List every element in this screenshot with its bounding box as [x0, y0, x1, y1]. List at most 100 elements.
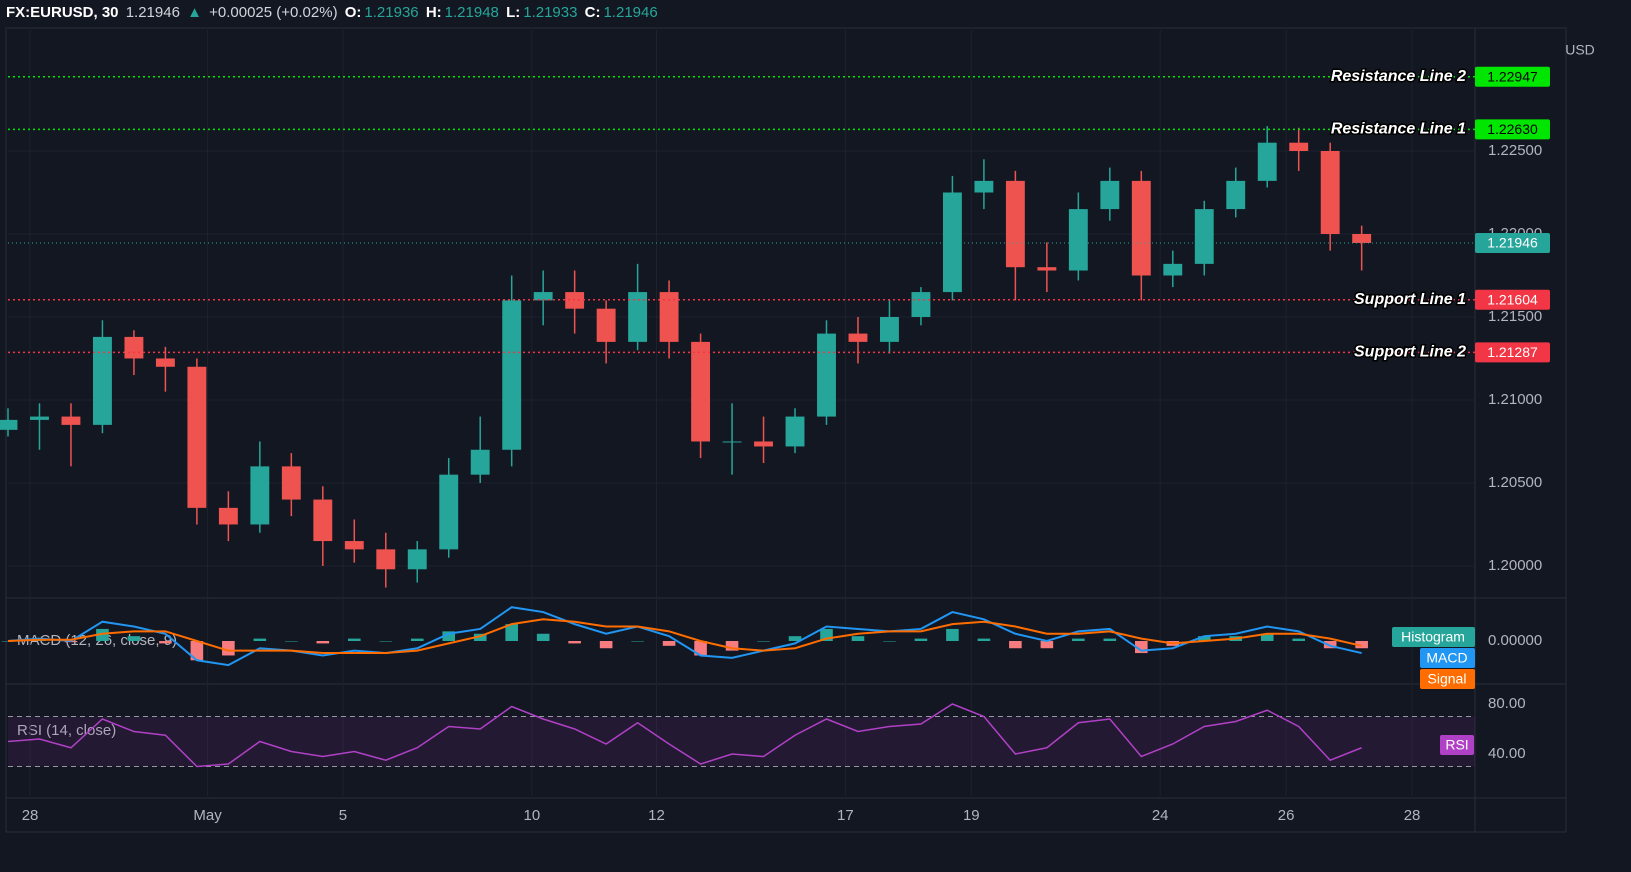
candle-body: [30, 416, 49, 420]
histogram-bar: [631, 641, 644, 642]
candle-body: [250, 466, 270, 525]
legend-label: Signal: [1428, 671, 1467, 687]
histogram-bar: [851, 636, 865, 641]
indicator-line: [7, 606, 1362, 667]
candle-body: [124, 336, 144, 359]
histogram-bar: [285, 641, 298, 642]
candle-body: [1163, 263, 1183, 276]
x-tick-label: 26: [1278, 807, 1295, 824]
candle-body: [61, 416, 81, 425]
legend-label: Histogram: [1401, 629, 1465, 645]
legend-tag: [1420, 669, 1475, 689]
candle-body: [1194, 209, 1214, 264]
x-tick-label: 28: [22, 807, 39, 824]
histogram-bar: [410, 638, 424, 641]
histogram-bar: [159, 641, 172, 644]
histogram-bar: [757, 641, 770, 642]
histogram-bar: [316, 641, 330, 644]
candle-body: [1131, 180, 1151, 276]
histogram-bar: [536, 633, 550, 641]
histogram-bar: [662, 641, 676, 646]
level-label: Resistance Line 1: [1331, 121, 1466, 138]
candle-body: [376, 549, 396, 570]
candle-body: [470, 449, 490, 475]
candle-body: [1068, 209, 1088, 271]
histogram-bar: [442, 631, 456, 641]
close-label: C:: [584, 4, 601, 21]
legend-tag: [1420, 648, 1475, 668]
level-label: Support Line 2: [1354, 344, 1466, 361]
histogram-bar: [1040, 641, 1054, 649]
low-label: L:: [506, 4, 521, 21]
histogram-bar: [914, 638, 928, 641]
histogram-bar: [568, 641, 581, 644]
candle-body: [1037, 267, 1057, 271]
candle-body: [187, 366, 207, 508]
y-tick-label: 1.21500: [1488, 308, 1542, 325]
candle-body: [754, 441, 773, 447]
candle-body: [218, 507, 238, 525]
legend-label: RSI: [1445, 737, 1468, 753]
candle-body: [817, 333, 836, 417]
x-tick-label: 19: [963, 807, 980, 824]
level-value: 1.22947: [1487, 69, 1538, 85]
last-price-tag: [1475, 232, 1550, 253]
low-value: 1.21933: [523, 4, 578, 21]
candle-body: [502, 300, 522, 450]
candle-body: [1257, 142, 1277, 181]
level-label: Resistance Line 2: [1331, 68, 1466, 85]
y-tick-label: 0.00000: [1488, 632, 1542, 649]
rsi-title: RSI (14, close): [17, 722, 116, 739]
histogram-bar: [788, 636, 802, 641]
candle-body: [942, 192, 962, 293]
last-price: 1.21946: [125, 4, 180, 21]
candle-body: [911, 292, 931, 317]
level-label: Support Line 1: [1354, 291, 1466, 308]
candle-body: [344, 541, 364, 550]
histogram-bar: [1260, 633, 1274, 641]
candle-body: [691, 341, 711, 442]
legend-tag: [1440, 735, 1474, 755]
histogram-bar: [1, 641, 15, 642]
symbol: FX:EURUSD, 30: [6, 4, 119, 21]
candle-body: [659, 292, 679, 342]
histogram-bar: [1292, 638, 1306, 641]
header: FX:EURUSD, 30 1.21946 ▲ +0.00025 (+0.02%…: [6, 4, 661, 21]
high-label: H:: [425, 4, 442, 21]
histogram-bar: [253, 638, 267, 641]
x-tick-label: 17: [837, 807, 854, 824]
histogram-bar: [1197, 636, 1211, 641]
currency: USD: [1565, 42, 1595, 58]
high-value: 1.21948: [444, 4, 499, 21]
candle-body: [281, 466, 301, 500]
level-tag: [1475, 342, 1550, 363]
x-tick-label: 28: [1404, 807, 1421, 824]
legend-tag: [1392, 627, 1475, 647]
level-tag: [1475, 66, 1550, 87]
candle-body: [785, 416, 805, 447]
histogram-bar: [1072, 638, 1085, 641]
histogram-bar: [96, 628, 109, 641]
histogram-bar: [222, 641, 235, 656]
frame: [5, 27, 1567, 833]
histogram-bar: [1355, 641, 1368, 649]
y-tick-label: 80.00: [1488, 695, 1526, 712]
x-tick-label: 12: [648, 807, 665, 824]
candle-body: [880, 316, 899, 342]
up-arrow: ▲: [187, 4, 202, 21]
candle-body: [1289, 142, 1309, 152]
level-value: 1.21604: [1487, 291, 1538, 307]
y-tick-label: 40.00: [1488, 745, 1526, 762]
histogram-bar: [1323, 641, 1337, 649]
candle-body: [722, 441, 742, 443]
open-value: 1.21936: [364, 4, 419, 21]
histogram-bar: [190, 641, 204, 661]
histogram-bar: [505, 624, 518, 641]
histogram-bar: [725, 641, 739, 651]
candle-body: [1320, 151, 1340, 234]
candle-body: [155, 358, 175, 367]
histogram-bar: [1103, 638, 1117, 641]
candle-body: [313, 499, 333, 542]
change: +0.00025 (+0.02%): [209, 4, 338, 21]
